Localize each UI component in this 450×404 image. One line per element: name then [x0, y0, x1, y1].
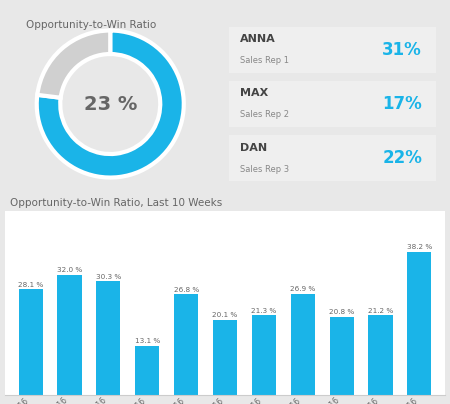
Text: 13.1 %: 13.1 % [135, 339, 160, 344]
Text: MAX: MAX [240, 88, 268, 98]
Text: Sales Rep 3: Sales Rep 3 [240, 164, 289, 174]
Text: Opportunity-to-Win Ratio, Last 10 Weeks: Opportunity-to-Win Ratio, Last 10 Weeks [10, 198, 222, 208]
Text: 30.3 %: 30.3 % [96, 274, 121, 280]
Text: 20.8 %: 20.8 % [329, 309, 354, 316]
Bar [407, 252, 432, 395]
Text: 23 %: 23 % [84, 95, 137, 114]
Bar [135, 346, 159, 395]
Bar [213, 320, 237, 395]
Text: DAN: DAN [240, 143, 267, 153]
Text: 20.1 %: 20.1 % [212, 312, 238, 318]
Bar [18, 290, 43, 395]
FancyBboxPatch shape [229, 135, 436, 181]
Text: 38.2 %: 38.2 % [407, 244, 432, 250]
Text: 21.3 %: 21.3 % [251, 307, 276, 314]
Text: 31%: 31% [382, 41, 422, 59]
Text: Opportunity-to-Win Ratio: Opportunity-to-Win Ratio [26, 20, 156, 30]
FancyBboxPatch shape [229, 81, 436, 127]
Text: 21.2 %: 21.2 % [368, 308, 393, 314]
Text: 26.9 %: 26.9 % [290, 286, 315, 292]
Bar [96, 281, 121, 395]
Bar [291, 294, 315, 395]
Bar [58, 275, 81, 395]
Text: ANNA: ANNA [240, 34, 275, 44]
Bar [252, 315, 276, 395]
Text: 17%: 17% [382, 95, 422, 113]
Wedge shape [37, 30, 110, 98]
Text: 28.1 %: 28.1 % [18, 282, 43, 288]
Text: Sales Rep 2: Sales Rep 2 [240, 110, 289, 119]
Text: Sales Rep 1: Sales Rep 1 [240, 56, 289, 65]
Bar [329, 317, 354, 395]
Bar [369, 316, 392, 395]
Text: 22%: 22% [382, 149, 422, 167]
FancyBboxPatch shape [229, 27, 436, 73]
Wedge shape [37, 30, 184, 177]
Text: 32.0 %: 32.0 % [57, 267, 82, 274]
Text: 26.8 %: 26.8 % [174, 287, 199, 293]
Bar [174, 295, 198, 395]
